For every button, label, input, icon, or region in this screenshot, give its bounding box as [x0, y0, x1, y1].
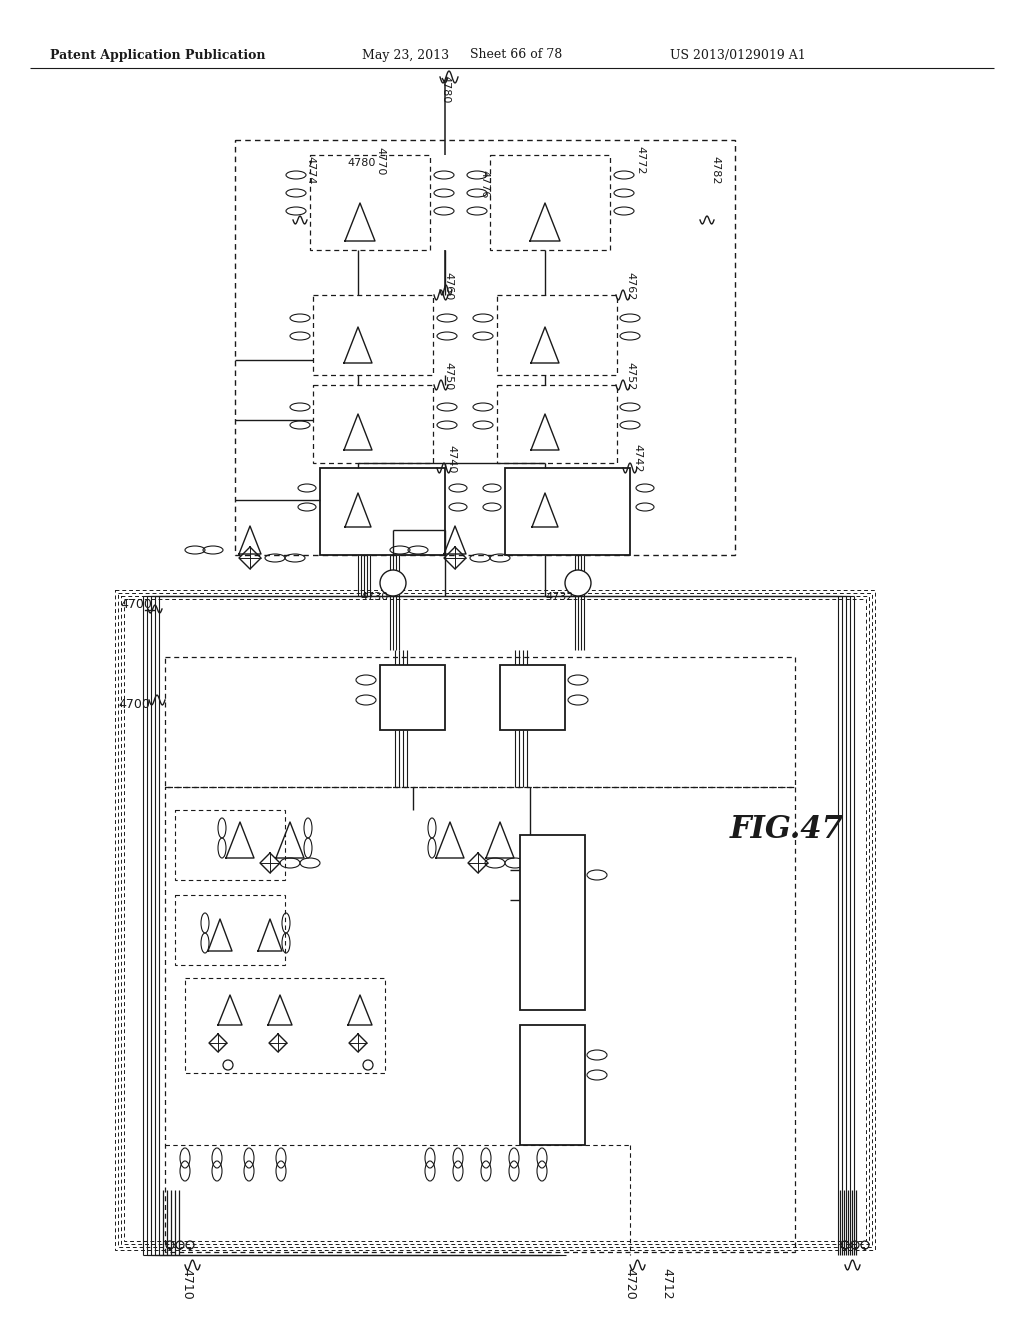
Text: 4700: 4700: [120, 598, 152, 611]
Bar: [520, 836, 585, 1010]
Bar: [165, 657, 795, 787]
Bar: [319, 469, 445, 554]
Bar: [165, 787, 795, 1251]
Text: Sheet 66 of 78: Sheet 66 of 78: [470, 49, 562, 62]
Bar: [121, 597, 869, 1243]
Text: 4710: 4710: [180, 1269, 193, 1300]
Text: 4782: 4782: [710, 157, 720, 185]
Bar: [380, 665, 445, 730]
Bar: [175, 810, 285, 880]
Text: 4774: 4774: [305, 157, 315, 185]
Text: 4752: 4752: [625, 362, 635, 389]
Bar: [118, 593, 872, 1247]
Text: 4712: 4712: [660, 1269, 673, 1300]
Text: May 23, 2013: May 23, 2013: [362, 49, 450, 62]
Text: 4740: 4740: [446, 445, 456, 473]
Text: US 2013/0129019 A1: US 2013/0129019 A1: [670, 49, 806, 62]
Text: 4776: 4776: [479, 170, 489, 198]
Bar: [175, 895, 285, 965]
Text: 4760: 4760: [443, 272, 453, 300]
Circle shape: [223, 1060, 233, 1071]
Text: Patent Application Publication: Patent Application Publication: [50, 49, 265, 62]
Bar: [520, 1026, 585, 1144]
Bar: [115, 590, 874, 1250]
Bar: [497, 385, 617, 463]
Text: 4780: 4780: [440, 75, 450, 103]
Text: 4720: 4720: [623, 1269, 636, 1300]
Text: 4750: 4750: [443, 362, 453, 389]
Bar: [124, 599, 866, 1241]
Bar: [505, 469, 630, 554]
Text: 4742: 4742: [632, 445, 642, 473]
Text: 4732: 4732: [545, 591, 573, 602]
Bar: [500, 665, 565, 730]
Bar: [313, 385, 433, 463]
Bar: [234, 140, 735, 554]
Text: 4780: 4780: [347, 158, 376, 168]
Bar: [490, 154, 610, 249]
Text: 4762: 4762: [625, 272, 635, 300]
Circle shape: [565, 570, 591, 597]
Bar: [185, 978, 385, 1073]
Text: 4700: 4700: [118, 698, 150, 711]
Bar: [497, 294, 617, 375]
Text: 4772: 4772: [635, 147, 645, 176]
Bar: [313, 294, 433, 375]
Text: FIG.47: FIG.47: [730, 814, 844, 846]
Text: 4770: 4770: [375, 147, 385, 176]
Text: 4730: 4730: [360, 591, 388, 602]
Circle shape: [380, 570, 406, 597]
Bar: [310, 154, 430, 249]
Circle shape: [362, 1060, 373, 1071]
